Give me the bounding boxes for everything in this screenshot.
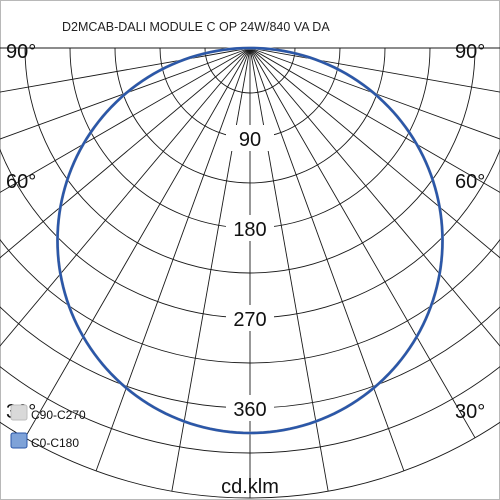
- radial-tick-labels: 90 180 270 360: [226, 125, 274, 421]
- spoke-m70: [0, 47, 251, 140]
- angle-label-right-30: 30°: [455, 401, 485, 423]
- unit-label: cd.klm: [221, 476, 279, 498]
- radial-label-270: 270: [233, 309, 266, 331]
- radial-label-bg-180: [226, 215, 274, 241]
- spoke-m80: [0, 47, 251, 93]
- intensity-curves: [55, 46, 445, 435]
- polar-grid: [0, 47, 500, 499]
- legend: C90-C270 C0-C180: [10, 404, 86, 450]
- legend-label-c90: C90-C270: [31, 408, 86, 422]
- angle-label-left-90: 90°: [6, 41, 36, 63]
- ring-225: [24, 47, 476, 274]
- spoke-m50: [0, 47, 251, 259]
- radial-label-bg-90: [226, 125, 274, 151]
- ring-45: [204, 47, 296, 94]
- ring-315: [0, 238, 500, 364]
- angle-label-left-60: 60°: [6, 171, 36, 193]
- chart-title: D2MCAB-DALI MODULE C OP 24W/840 VA DA: [62, 20, 330, 34]
- legend-label-c0: C0-C180: [31, 436, 79, 450]
- radial-label-360: 360: [233, 399, 266, 421]
- radial-label-bg-270: [226, 305, 274, 331]
- spoke-60: [249, 47, 500, 193]
- spoke-m60: [0, 47, 251, 193]
- radial-label-bg-360: [226, 395, 274, 421]
- ring-450: [0, 421, 500, 499]
- ring-405: [0, 366, 500, 454]
- legend-swatch-c90: [10, 404, 28, 421]
- radial-label-90: 90: [239, 129, 261, 151]
- series-c0-c180-line: [56, 46, 444, 435]
- angle-label-right-60: 60°: [455, 171, 485, 193]
- angle-label-right-90: 90°: [455, 41, 485, 63]
- legend-swatch-c0: [10, 432, 28, 449]
- ring-135: [114, 47, 386, 184]
- radial-label-180: 180: [233, 219, 266, 241]
